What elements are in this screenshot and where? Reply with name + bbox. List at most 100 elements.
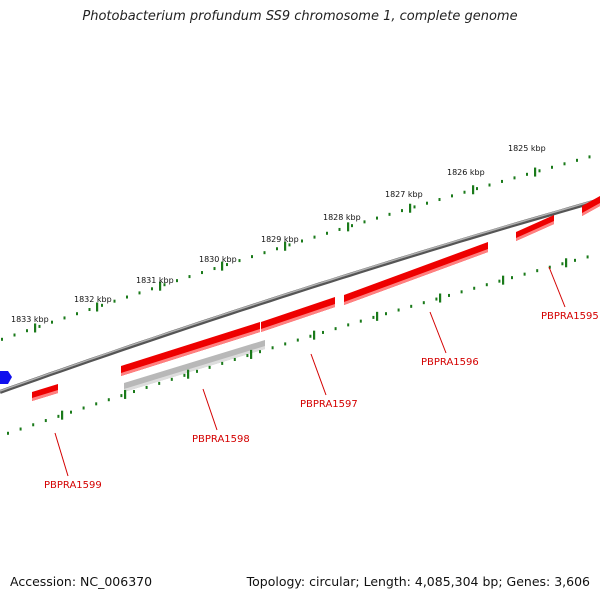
forward-gene-arrow bbox=[0, 371, 12, 384]
scale-major-tick bbox=[159, 281, 162, 291]
scale-dot bbox=[410, 304, 413, 308]
scale-dot bbox=[1, 337, 3, 341]
gene-label-connector bbox=[310, 353, 327, 396]
scale-dot bbox=[438, 198, 441, 202]
gene-label-connector bbox=[54, 432, 69, 477]
scale-dot bbox=[313, 235, 316, 239]
gene-shade bbox=[261, 304, 335, 332]
scale-dot bbox=[76, 312, 78, 316]
scale-dot bbox=[276, 247, 278, 251]
gene-shade bbox=[344, 249, 488, 305]
scale-dot bbox=[151, 287, 153, 291]
gene-pbpra1599 bbox=[32, 384, 58, 401]
scale-dot bbox=[284, 342, 287, 346]
backbone-line bbox=[0, 198, 600, 394]
kbp-label: 1828 kbp bbox=[323, 213, 361, 222]
scale-dot bbox=[426, 201, 428, 205]
scale-dot bbox=[246, 354, 249, 358]
scale-dot bbox=[301, 239, 303, 243]
backbone-highlight bbox=[0, 198, 600, 392]
gene-label: PBPRA1599 bbox=[44, 480, 102, 491]
scale-dot bbox=[485, 283, 488, 287]
scale-dot bbox=[338, 227, 341, 231]
scale-dot bbox=[363, 220, 366, 224]
scale-dot bbox=[163, 283, 166, 287]
scale-dot bbox=[372, 315, 375, 319]
scale-dot bbox=[513, 176, 516, 180]
scale-major-tick bbox=[250, 349, 253, 359]
kbp-label: 1831 kbp bbox=[136, 276, 174, 285]
scale-dot bbox=[95, 402, 98, 406]
scale-dot bbox=[523, 272, 526, 276]
scale-dot bbox=[82, 406, 85, 410]
scale-dot bbox=[57, 414, 60, 418]
scale-major-tick bbox=[502, 275, 505, 285]
scale-dot bbox=[498, 279, 501, 283]
scale-dot bbox=[201, 271, 203, 275]
scale-dot bbox=[401, 209, 403, 213]
scale-major-tick bbox=[96, 302, 99, 312]
scale-dot bbox=[221, 361, 224, 365]
scale-dot bbox=[251, 255, 253, 259]
scale-dot bbox=[26, 329, 28, 333]
scale-dot bbox=[538, 169, 541, 173]
scale-dot bbox=[259, 350, 261, 354]
accession-text: Accession: NC_006370 bbox=[10, 574, 153, 589]
scale-major-tick bbox=[534, 167, 537, 177]
scale-dot bbox=[44, 419, 47, 423]
gene-label-connector bbox=[202, 388, 218, 431]
scale-dot bbox=[588, 155, 591, 159]
scale-dot bbox=[38, 324, 41, 328]
scale-major-tick bbox=[347, 222, 350, 232]
scale-dot bbox=[388, 212, 391, 216]
scale-dot bbox=[196, 369, 198, 373]
kbp-label: 1827 kbp bbox=[385, 190, 423, 199]
scale-dot bbox=[183, 373, 186, 377]
scale-dot bbox=[351, 224, 353, 228]
kbp-label: 1829 kbp bbox=[261, 235, 299, 244]
scale-dot bbox=[88, 308, 91, 312]
scale-dot bbox=[501, 179, 503, 183]
scale-dot bbox=[233, 357, 236, 361]
gene-pbpra1597 bbox=[261, 297, 335, 332]
scale-dot bbox=[145, 385, 148, 389]
scale-dot bbox=[435, 297, 438, 301]
kbp-label: 1833 kbp bbox=[11, 315, 49, 324]
scale-dot bbox=[359, 319, 362, 323]
scale-dot bbox=[126, 295, 128, 299]
gene-pbpra1598-rna bbox=[124, 340, 265, 392]
gene-feature bbox=[582, 196, 600, 216]
gene-pbpra1596 bbox=[344, 242, 488, 305]
kbp-scale-labels: 1833 kbp 1832 kbp 1831 kbp 1830 kbp 1829 kbp… bbox=[11, 144, 546, 324]
gene-label-connector bbox=[548, 266, 566, 308]
scale-dot bbox=[120, 394, 123, 398]
scale-dot bbox=[208, 365, 211, 369]
gene-labels: PBPRA1599 PBPRA1598 PBPRA1597 PBPRA1596 PBPR… bbox=[44, 266, 599, 491]
scale-major-tick bbox=[409, 203, 412, 213]
scale-major-tick bbox=[187, 369, 190, 379]
scale-dot bbox=[263, 251, 266, 255]
scale-dot bbox=[13, 333, 16, 337]
scale-major-tick bbox=[284, 241, 287, 251]
scale-dot bbox=[463, 190, 466, 194]
gene-shade bbox=[32, 390, 58, 401]
scale-dot bbox=[385, 312, 387, 316]
kbp-label: 1825 kbp bbox=[508, 144, 546, 153]
scale-dot bbox=[7, 431, 9, 435]
scale-dot bbox=[561, 262, 564, 266]
gene-label: PBPRA1596 bbox=[421, 357, 479, 368]
scale-dot bbox=[63, 316, 66, 320]
gene-label: PBPRA1597 bbox=[300, 399, 358, 410]
scale-dot bbox=[376, 216, 378, 220]
gene-shade bbox=[516, 221, 554, 241]
scale-dot bbox=[451, 194, 453, 198]
scale-dot bbox=[422, 301, 425, 305]
scale-dot bbox=[271, 346, 274, 350]
gene-shade bbox=[121, 329, 260, 376]
scale-major-tick bbox=[376, 311, 379, 321]
scale-dot bbox=[397, 308, 400, 312]
scale-dot bbox=[526, 172, 528, 176]
kbp-label: 1830 kbp bbox=[199, 255, 237, 264]
scale-dot bbox=[576, 158, 578, 162]
kbp-label: 1832 kbp bbox=[74, 295, 112, 304]
